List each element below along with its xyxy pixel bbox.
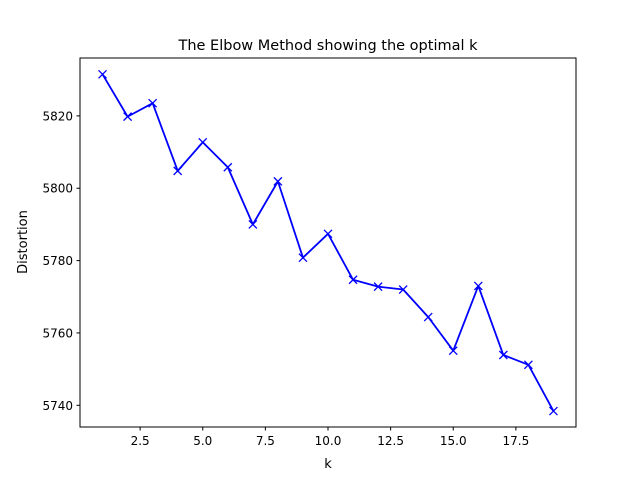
data-point-marker — [148, 98, 158, 108]
x-tick-label: 5.0 — [193, 434, 212, 448]
data-point-marker — [473, 281, 483, 291]
marker-stroke — [498, 350, 508, 360]
plot-area — [80, 58, 576, 427]
x-tick-label: 15.0 — [440, 434, 467, 448]
y-tick-label: 5740 — [42, 399, 73, 413]
data-point-marker — [323, 229, 333, 239]
data-point-marker — [123, 112, 133, 122]
chart-title: The Elbow Method showing the optimal k — [177, 38, 478, 54]
marker-stroke — [123, 112, 133, 122]
marker-stroke — [423, 312, 433, 322]
x-tick-label: 7.5 — [256, 434, 275, 448]
x-axis: 2.5 5.0 7.5 10.0 12.5 15.0 17.5 — [131, 427, 530, 448]
y-axis: 5740 5760 5780 5800 5820 — [42, 109, 80, 413]
marker-stroke — [98, 69, 108, 79]
marker-stroke — [348, 275, 358, 285]
data-point-marker — [523, 360, 533, 370]
marker-stroke — [248, 219, 258, 229]
marker-stroke — [323, 229, 333, 239]
y-tick-label: 5820 — [42, 109, 73, 123]
data-point-marker — [273, 176, 283, 186]
data-point-marker — [248, 219, 258, 229]
x-axis-label: k — [324, 457, 332, 472]
y-tick-label: 5780 — [42, 254, 73, 268]
marker-stroke — [173, 166, 183, 176]
marker-stroke — [273, 176, 283, 186]
x-tick-label: 10.0 — [315, 434, 342, 448]
y-tick-label: 5760 — [42, 326, 73, 340]
y-axis-label: Distortion — [16, 210, 31, 274]
marker-stroke — [298, 253, 308, 263]
data-point-marker — [548, 406, 558, 416]
data-point-marker — [298, 253, 308, 263]
data-point-marker — [173, 166, 183, 176]
y-tick-label: 5800 — [42, 182, 73, 196]
marker-stroke — [448, 346, 458, 356]
marker-stroke — [548, 406, 558, 416]
data-point-marker — [348, 275, 358, 285]
marker-stroke — [523, 360, 533, 370]
marker-stroke — [198, 137, 208, 147]
data-point-marker — [498, 350, 508, 360]
marker-stroke — [373, 282, 383, 292]
data-point-marker — [448, 346, 458, 356]
x-tick-label: 12.5 — [377, 434, 404, 448]
data-point-marker — [223, 162, 233, 172]
marker-stroke — [398, 285, 408, 294]
data-point-marker — [398, 285, 408, 294]
marker-stroke — [148, 98, 158, 108]
x-tick-label: 2.5 — [131, 434, 150, 448]
marker-stroke — [473, 281, 483, 291]
series-layer — [98, 69, 558, 416]
data-point-marker — [423, 312, 433, 322]
data-point-marker — [373, 282, 383, 292]
data-point-marker — [198, 137, 208, 147]
marker-stroke — [223, 162, 233, 172]
x-tick-label: 17.5 — [503, 434, 530, 448]
plot-frame — [79, 57, 577, 428]
data-point-marker — [98, 69, 108, 79]
